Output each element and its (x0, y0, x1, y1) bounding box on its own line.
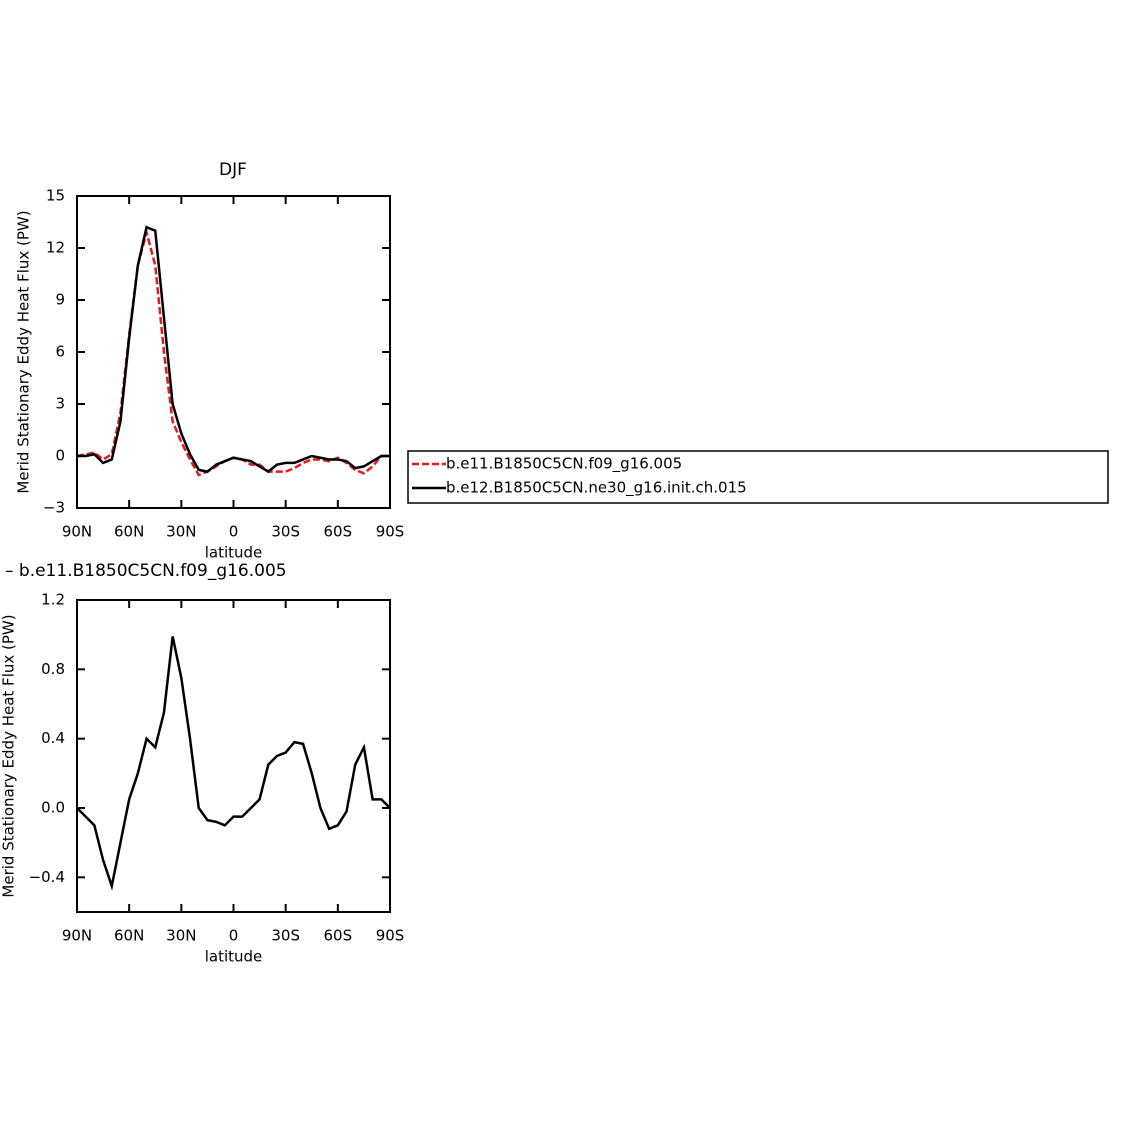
x-axis-label: latitude (205, 544, 263, 562)
y-tick-label: 12 (46, 239, 65, 257)
x-tick-label: 60N (114, 927, 144, 945)
x-tick-label: 30S (271, 523, 300, 541)
y-axis-label: Merid Stationary Eddy Heat Flux (PW) (15, 210, 33, 493)
x-tick-label: 30N (166, 927, 196, 945)
data-line (77, 225, 390, 474)
chart-title: DJF (219, 160, 247, 180)
x-tick-label: 60N (114, 523, 144, 541)
plot-frame (76, 599, 391, 913)
x-tick-label: 90N (62, 927, 92, 945)
x-tick-label: 0 (229, 927, 239, 945)
data-line (76, 636, 391, 891)
plot-frame (76, 195, 391, 509)
y-tick-label: 15 (46, 187, 65, 205)
y-tick-label: 0.8 (41, 660, 65, 678)
y-tick-label: 6 (55, 343, 65, 361)
legend-label: b.e12.B1850C5CN.ne30_g16.init.ch.015 (446, 479, 747, 498)
x-tick-label: 30S (271, 927, 300, 945)
legend-box (407, 450, 1109, 504)
y-tick-label: 0.0 (41, 799, 65, 817)
chart-title: – b.e11.B1850C5CN.f09_g16.005 (5, 561, 287, 581)
x-axis-label: latitude (205, 948, 263, 966)
x-tick-label: 0 (229, 523, 239, 541)
x-tick-label: 60S (324, 523, 353, 541)
y-tick-label: 1.2 (41, 591, 65, 609)
data-line (76, 227, 390, 477)
y-tick-label: 0 (55, 447, 65, 465)
x-tick-label: 90N (62, 523, 92, 541)
y-axis-label: Merid Stationary Eddy Heat Flux (PW) (0, 614, 18, 897)
y-tick-label: −3 (43, 499, 65, 517)
x-tick-label: 90S (376, 927, 405, 945)
y-tick-label: 9 (55, 291, 65, 309)
y-tick-label: 3 (55, 395, 65, 413)
legend-label: b.e11.B1850C5CN.f09_g16.005 (446, 455, 682, 474)
x-tick-label: 90S (376, 523, 405, 541)
y-tick-label: −0.4 (29, 868, 65, 886)
x-tick-label: 30N (166, 523, 196, 541)
x-tick-label: 60S (324, 927, 353, 945)
y-tick-label: 0.4 (41, 729, 65, 747)
